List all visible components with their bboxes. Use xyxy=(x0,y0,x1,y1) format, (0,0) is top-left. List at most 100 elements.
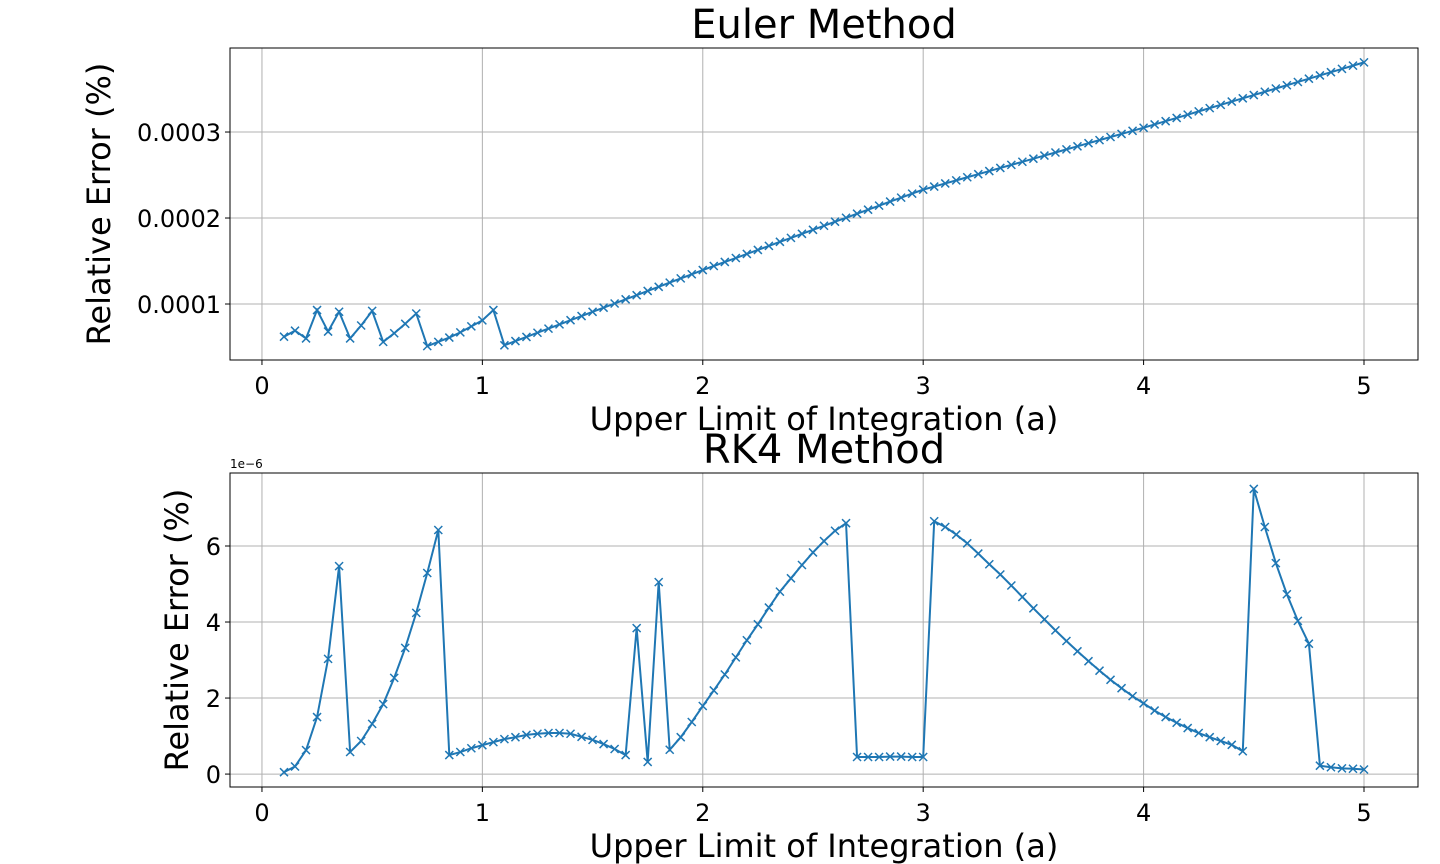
data-marker xyxy=(830,526,840,536)
data-marker xyxy=(1039,151,1049,161)
data-marker xyxy=(1183,110,1193,120)
data-marker xyxy=(1249,484,1259,494)
x-tick-label: 2 xyxy=(695,372,710,400)
data-marker xyxy=(951,530,961,540)
x-tick-label: 3 xyxy=(916,372,931,400)
data-marker xyxy=(1293,616,1303,626)
data-marker xyxy=(345,747,355,757)
data-marker xyxy=(1028,154,1038,164)
data-marker xyxy=(632,290,642,300)
data-marker xyxy=(1315,70,1325,80)
data-marker xyxy=(775,237,785,247)
data-marker xyxy=(819,536,829,546)
data-marker xyxy=(1105,132,1116,142)
data-marker xyxy=(433,337,443,347)
data-marker xyxy=(1006,580,1016,591)
data-marker xyxy=(1216,736,1226,746)
plot-frame xyxy=(229,47,1419,361)
data-marker xyxy=(654,282,664,292)
data-marker xyxy=(1094,666,1105,676)
data-marker xyxy=(907,189,917,199)
data-marker xyxy=(808,547,818,557)
chart-title: Euler Method xyxy=(691,2,957,48)
data-marker xyxy=(731,652,741,662)
data-marker xyxy=(698,701,708,711)
data-marker xyxy=(940,178,950,188)
data-marker xyxy=(1238,746,1248,756)
data-marker xyxy=(885,752,895,762)
x-tick-label: 5 xyxy=(1356,799,1371,827)
data-marker xyxy=(753,245,763,255)
data-marker xyxy=(687,717,697,727)
data-marker xyxy=(1017,157,1027,167)
data-marker xyxy=(1061,144,1071,154)
data-marker xyxy=(499,340,509,350)
data-marker xyxy=(1161,712,1171,722)
data-marker xyxy=(599,739,609,749)
data-marker xyxy=(566,315,576,325)
y-tick-label: 2 xyxy=(206,685,221,713)
data-marker xyxy=(973,169,983,179)
data-marker xyxy=(1061,636,1071,646)
data-marker xyxy=(312,712,322,722)
data-marker xyxy=(577,732,587,742)
data-marker xyxy=(1282,80,1292,90)
data-marker xyxy=(455,747,465,757)
data-marker xyxy=(367,719,377,729)
data-marker xyxy=(874,201,884,211)
data-marker xyxy=(852,209,862,219)
data-marker xyxy=(621,294,631,304)
data-marker xyxy=(290,761,300,772)
data-marker xyxy=(764,603,774,613)
data-marker xyxy=(775,587,785,597)
data-marker xyxy=(433,525,443,535)
data-marker xyxy=(378,337,388,347)
data-marker xyxy=(554,728,565,738)
data-marker xyxy=(444,750,454,760)
data-marker xyxy=(797,560,807,570)
data-marker xyxy=(665,278,675,288)
y-tick-label: 0 xyxy=(206,761,221,789)
data-marker xyxy=(984,166,994,176)
data-marker xyxy=(588,735,598,745)
data-marker xyxy=(709,685,719,695)
data-marker xyxy=(1128,691,1138,701)
data-marker xyxy=(940,522,950,532)
data-marker xyxy=(566,729,576,739)
data-marker xyxy=(488,305,498,315)
data-marker xyxy=(1117,683,1127,693)
data-marker xyxy=(984,559,994,569)
x-tick-label: 3 xyxy=(916,799,931,827)
data-marker xyxy=(455,327,465,337)
x-axis-label: Upper Limit of Integration (a) xyxy=(590,400,1059,438)
data-marker xyxy=(995,163,1005,173)
data-marker xyxy=(1150,706,1160,716)
data-marker xyxy=(1293,77,1303,87)
data-marker xyxy=(1006,160,1016,170)
data-marker xyxy=(621,750,631,760)
data-marker xyxy=(863,205,873,215)
data-marker xyxy=(444,333,454,343)
data-marker xyxy=(753,619,763,629)
data-marker xyxy=(1227,97,1237,107)
data-marker xyxy=(389,328,399,338)
data-marker xyxy=(1117,129,1127,139)
data-marker xyxy=(1216,100,1226,110)
data-marker xyxy=(466,321,476,331)
data-marker xyxy=(731,253,741,263)
data-marker xyxy=(290,326,300,336)
data-marker xyxy=(1139,698,1149,708)
data-marker xyxy=(1348,61,1358,71)
data-marker xyxy=(323,327,333,337)
data-marker xyxy=(422,568,432,578)
data-marker xyxy=(1271,558,1281,568)
data-marker xyxy=(654,577,664,587)
data-marker xyxy=(510,336,520,346)
x-tick-label: 2 xyxy=(695,799,710,827)
data-marker xyxy=(709,261,719,271)
data-marker xyxy=(929,182,939,192)
data-marker xyxy=(521,332,531,342)
data-marker xyxy=(951,175,961,185)
data-marker xyxy=(301,745,311,755)
data-marker xyxy=(543,324,554,334)
